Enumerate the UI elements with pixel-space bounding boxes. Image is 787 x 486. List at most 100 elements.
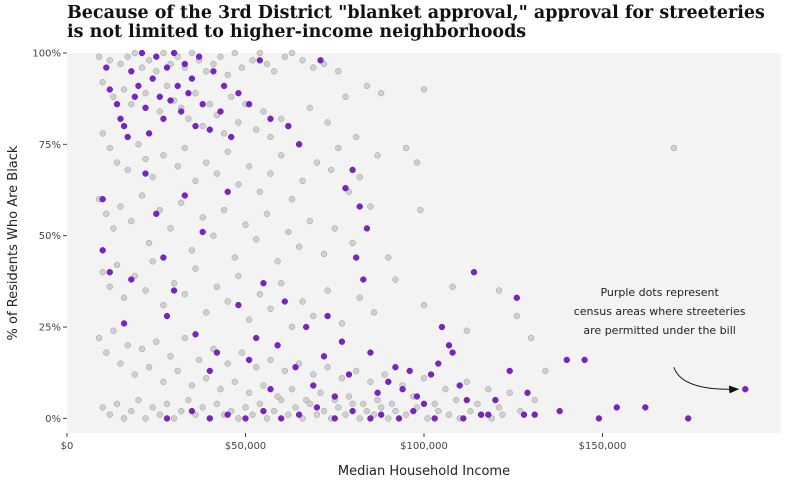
streetery-point xyxy=(192,331,199,338)
annotation-arrow xyxy=(673,367,740,394)
streetery-point xyxy=(199,101,206,108)
census-area-point xyxy=(235,119,242,126)
streetery-point xyxy=(349,166,356,174)
census-area-point xyxy=(363,407,371,415)
census-area-point xyxy=(527,334,535,342)
streetery-point xyxy=(128,68,135,75)
census-area-point xyxy=(370,309,378,316)
census-area-point xyxy=(174,367,181,375)
streetery-point xyxy=(135,82,142,90)
census-area-point xyxy=(363,82,371,90)
streetery-point xyxy=(342,185,349,192)
census-area-point xyxy=(474,400,481,407)
census-area-point xyxy=(506,389,513,396)
x-axis: $0 $50,000 $100,000 $150,000 xyxy=(61,433,626,452)
census-area-point xyxy=(324,119,331,126)
census-area-point xyxy=(192,265,199,272)
streetery-point xyxy=(313,404,321,411)
streetery-point xyxy=(581,356,588,364)
census-area-point xyxy=(342,411,349,418)
streetery-point xyxy=(331,415,338,422)
streetery-point xyxy=(170,49,178,57)
census-area-point xyxy=(120,86,128,93)
streetery-point xyxy=(213,349,221,356)
streetery-point xyxy=(303,323,310,331)
census-area-point xyxy=(224,71,231,79)
census-area-point xyxy=(320,250,328,258)
census-area-point xyxy=(117,203,124,210)
streetery-point xyxy=(524,389,531,396)
census-area-point xyxy=(385,254,392,261)
streetery-point xyxy=(103,64,110,71)
streetery-point xyxy=(556,407,563,415)
streetery-point xyxy=(181,60,188,68)
streetery-point xyxy=(195,53,203,60)
census-area-point xyxy=(128,101,135,108)
streetery-point xyxy=(281,298,288,305)
annotation-text-line: Purple dots represent xyxy=(600,286,719,299)
streetery-point xyxy=(477,411,485,418)
census-area-point xyxy=(167,225,174,232)
census-area-point xyxy=(367,203,374,210)
streetery-point xyxy=(345,371,353,378)
census-area-point xyxy=(192,177,199,185)
x-tick-label: $0 xyxy=(61,441,74,452)
census-area-point xyxy=(388,400,396,407)
census-area-point xyxy=(463,378,470,385)
census-area-point xyxy=(103,349,110,356)
census-area-point xyxy=(249,57,256,64)
census-area-point xyxy=(181,144,188,152)
census-area-point xyxy=(335,144,342,152)
streetery-point xyxy=(156,93,163,100)
census-area-point xyxy=(413,159,421,166)
census-area-point xyxy=(267,305,274,312)
streetery-point xyxy=(274,342,281,349)
streetery-point xyxy=(463,396,470,404)
data-points xyxy=(95,49,749,422)
census-area-point xyxy=(199,122,206,130)
census-area-point xyxy=(452,396,460,404)
census-area-point xyxy=(263,415,271,422)
census-area-point xyxy=(149,174,156,181)
census-area-point xyxy=(95,334,103,342)
census-area-point xyxy=(402,144,410,152)
census-area-point xyxy=(285,411,292,418)
census-area-point xyxy=(99,79,106,86)
streetery-point xyxy=(128,276,135,283)
census-area-point xyxy=(135,396,142,404)
census-area-point xyxy=(402,411,410,418)
census-area-point xyxy=(217,386,224,393)
census-area-point xyxy=(345,393,353,400)
plot-panel xyxy=(67,53,781,433)
census-area-point xyxy=(288,49,296,57)
streetery-point xyxy=(531,411,538,418)
census-area-point xyxy=(203,159,210,166)
census-area-point xyxy=(420,86,428,93)
census-area-point xyxy=(170,280,178,287)
census-area-point xyxy=(317,389,324,396)
streetery-point xyxy=(295,141,303,148)
streetery-point xyxy=(285,122,292,130)
census-area-point xyxy=(463,327,470,334)
streetery-point xyxy=(117,115,124,122)
census-area-point xyxy=(285,228,292,236)
census-area-point xyxy=(213,400,221,407)
census-area-point xyxy=(420,301,428,309)
streetery-point xyxy=(210,68,217,75)
census-area-point xyxy=(231,378,238,385)
census-area-point xyxy=(338,320,346,327)
census-area-point xyxy=(181,291,188,298)
census-area-point xyxy=(120,294,128,301)
census-area-point xyxy=(313,411,321,418)
census-area-point xyxy=(203,375,210,382)
streetery-point xyxy=(742,386,749,393)
streetery-point xyxy=(445,342,453,349)
census-area-point xyxy=(160,378,167,385)
census-area-point xyxy=(106,57,113,64)
census-area-point xyxy=(267,356,274,364)
streetery-point xyxy=(406,367,413,375)
census-area-point xyxy=(335,404,342,411)
census-area-point xyxy=(281,367,288,375)
census-area-point xyxy=(235,415,242,422)
streetery-point xyxy=(267,386,274,393)
